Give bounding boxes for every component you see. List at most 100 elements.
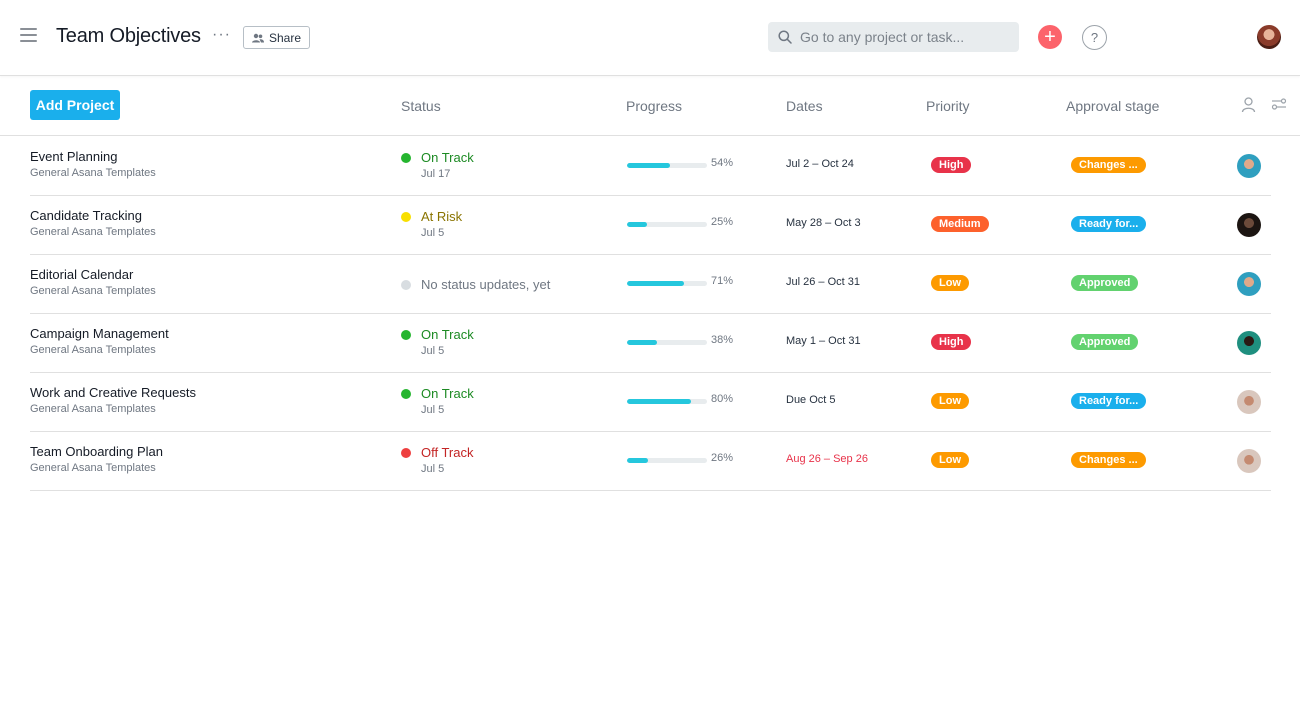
- status-date: Jul 17: [421, 168, 451, 180]
- share-label: Share: [268, 30, 302, 45]
- status-text[interactable]: On Track: [421, 150, 474, 165]
- project-name[interactable]: Event Planning: [30, 149, 118, 164]
- column-progress[interactable]: Progress: [626, 98, 683, 114]
- column-dates[interactable]: Dates: [786, 98, 823, 114]
- progress-bar-fill: [627, 281, 684, 286]
- column-status[interactable]: Status: [401, 98, 441, 114]
- priority-badge[interactable]: Low: [931, 275, 969, 291]
- approval-badge[interactable]: Ready for...: [1071, 393, 1147, 409]
- status-date: Jul 5: [421, 227, 445, 239]
- project-row[interactable]: Candidate Tracking General Asana Template…: [30, 196, 1271, 255]
- project-row[interactable]: Editorial Calendar General Asana Template…: [30, 255, 1271, 314]
- user-avatar[interactable]: [1257, 25, 1281, 49]
- status-dot-icon: [401, 448, 411, 458]
- priority-badge[interactable]: High: [931, 334, 972, 350]
- status-date: Jul 5: [421, 404, 445, 416]
- assignee-avatar[interactable]: [1237, 272, 1261, 296]
- status-dot-icon: [401, 330, 411, 340]
- progress-percent: 80%: [711, 393, 734, 405]
- status-date: Jul 5: [421, 345, 445, 357]
- status-text[interactable]: On Track: [421, 327, 474, 342]
- approval-badge[interactable]: Changes ...: [1071, 157, 1146, 173]
- project-row[interactable]: Work and Creative Requests General Asana …: [30, 373, 1271, 432]
- approval-badge[interactable]: Approved: [1071, 334, 1139, 350]
- search-input[interactable]: [800, 29, 1000, 45]
- project-dates[interactable]: Jul 26 – Oct 31: [786, 276, 860, 288]
- project-team: General Asana Templates: [30, 226, 156, 238]
- priority-badge[interactable]: Medium: [931, 216, 989, 232]
- status-date: Jul 5: [421, 463, 445, 475]
- project-dates[interactable]: May 1 – Oct 31: [786, 335, 861, 347]
- progress-bar: [627, 222, 707, 227]
- progress-percent: 38%: [711, 334, 734, 346]
- approval-badge[interactable]: Ready for...: [1071, 216, 1147, 232]
- share-button[interactable]: Share: [243, 26, 310, 49]
- approval-badge[interactable]: Approved: [1071, 275, 1139, 291]
- project-team: General Asana Templates: [30, 403, 156, 415]
- project-name[interactable]: Team Onboarding Plan: [30, 444, 163, 459]
- project-name[interactable]: Work and Creative Requests: [30, 385, 196, 400]
- priority-badge[interactable]: Low: [931, 393, 969, 409]
- person-icon[interactable]: [1241, 97, 1256, 113]
- progress-bar-fill: [627, 340, 658, 345]
- project-team: General Asana Templates: [30, 285, 156, 297]
- column-approval-stage[interactable]: Approval stage: [1066, 98, 1160, 114]
- project-dates[interactable]: Due Oct 5: [786, 394, 836, 406]
- help-icon[interactable]: ?: [1082, 25, 1107, 50]
- search-icon: [778, 30, 792, 44]
- project-name[interactable]: Candidate Tracking: [30, 208, 143, 223]
- assignee-avatar[interactable]: [1237, 390, 1261, 414]
- progress-bar-fill: [627, 163, 671, 168]
- project-name[interactable]: Campaign Management: [30, 326, 169, 341]
- status-text[interactable]: No status updates, yet: [421, 277, 551, 292]
- progress-percent: 26%: [711, 452, 734, 464]
- search-box[interactable]: [768, 22, 1019, 52]
- column-header: Add Project Status Progress Dates Priori…: [0, 77, 1300, 136]
- progress-percent: 54%: [711, 157, 734, 169]
- project-row[interactable]: Team Onboarding Plan General Asana Templa…: [30, 432, 1271, 491]
- priority-badge[interactable]: Low: [931, 452, 969, 468]
- progress-bar-fill: [627, 222, 647, 227]
- status-dot-icon: [401, 389, 411, 399]
- progress-bar-fill: [627, 458, 648, 463]
- progress-bar: [627, 281, 707, 286]
- page-title: Team Objectives: [56, 25, 201, 47]
- assignee-avatar[interactable]: [1237, 213, 1261, 237]
- progress-percent: 71%: [711, 275, 734, 287]
- assignee-avatar[interactable]: [1237, 331, 1261, 355]
- progress-bar-fill: [627, 399, 691, 404]
- project-row[interactable]: Campaign Management General Asana Templat…: [30, 314, 1271, 373]
- customize-fields-icon[interactable]: [1271, 97, 1287, 111]
- assignee-avatar[interactable]: [1237, 449, 1261, 473]
- status-dot-icon: [401, 153, 411, 163]
- people-icon: [251, 33, 264, 42]
- project-team: General Asana Templates: [30, 462, 156, 474]
- status-text[interactable]: On Track: [421, 386, 474, 401]
- hamburger-menu-icon[interactable]: [20, 28, 37, 42]
- more-options-icon[interactable]: ···: [212, 26, 231, 43]
- status-dot-icon: [401, 280, 411, 290]
- project-dates[interactable]: May 28 – Oct 3: [786, 217, 861, 229]
- priority-badge[interactable]: High: [931, 157, 972, 173]
- add-project-button[interactable]: Add Project: [30, 90, 120, 120]
- project-dates[interactable]: Aug 26 – Sep 26: [786, 453, 868, 465]
- progress-bar: [627, 163, 707, 168]
- column-priority[interactable]: Priority: [926, 98, 970, 114]
- progress-percent: 25%: [711, 216, 734, 228]
- progress-bar: [627, 399, 707, 404]
- progress-bar: [627, 458, 707, 463]
- quick-add-plus-icon[interactable]: +: [1038, 25, 1062, 49]
- project-list: Event Planning General Asana Templates On …: [30, 137, 1271, 491]
- project-name[interactable]: Editorial Calendar: [30, 267, 134, 282]
- status-dot-icon: [401, 212, 411, 222]
- project-row[interactable]: Event Planning General Asana Templates On …: [30, 137, 1271, 196]
- project-team: General Asana Templates: [30, 167, 156, 179]
- assignee-avatar[interactable]: [1237, 154, 1261, 178]
- project-dates[interactable]: Jul 2 – Oct 24: [786, 158, 854, 170]
- project-team: General Asana Templates: [30, 344, 156, 356]
- status-text[interactable]: At Risk: [421, 209, 463, 224]
- top-bar: Team Objectives ··· Share + ?: [0, 0, 1300, 76]
- status-text[interactable]: Off Track: [421, 445, 474, 460]
- approval-badge[interactable]: Changes ...: [1071, 452, 1146, 468]
- progress-bar: [627, 340, 707, 345]
